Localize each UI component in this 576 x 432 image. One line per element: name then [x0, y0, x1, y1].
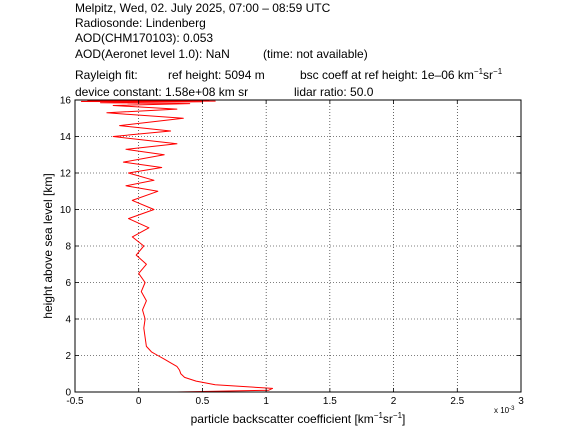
chart-header: Melpitz, Wed, 02. July 2025, 07:00 – 08:… — [75, 1, 503, 99]
y-axis-label: height above sea level [km] — [41, 173, 55, 318]
x-tick-label: 3 — [518, 396, 524, 407]
backscatter-profile-line — [80, 99, 273, 393]
x-tick-label: 0.5 — [195, 396, 209, 407]
x-tick-label: 1.5 — [323, 396, 337, 407]
x-tick-label: 1 — [263, 396, 269, 407]
x-tick-label: 2.5 — [450, 396, 464, 407]
header-radiosonde: Radiosonde: Lindenberg — [75, 16, 206, 30]
y-tick-label: 8 — [65, 242, 71, 253]
y-tick-label: 16 — [60, 96, 72, 107]
header-bsc-coeff: bsc coeff at ref height: 1e–06 km−1sr−1 — [300, 67, 503, 82]
y-tick-label: 10 — [60, 205, 72, 216]
grid-lines — [75, 100, 521, 392]
header-bsc-exp1: −1 — [474, 67, 484, 76]
header-aod-aeronet-note: (time: not available) — [263, 47, 368, 61]
x-tick-label: -0.5 — [66, 396, 84, 407]
x-tick-label: 2 — [391, 396, 397, 407]
header-aod-chm: AOD(CHM170103): 0.053 — [75, 31, 213, 45]
y-tick-label: 6 — [65, 278, 71, 289]
x-axis-multiplier-exp: -3 — [509, 406, 515, 412]
header-aod-aeronet: AOD(Aeronet level 1.0): NaN — [75, 47, 230, 61]
header-ref-height: ref height: 5094 m — [168, 68, 265, 82]
x-axis-label-exp2: −1 — [393, 411, 403, 420]
series-group — [80, 99, 273, 393]
y-tick-label: 4 — [65, 315, 71, 326]
y-tick-label: 0 — [65, 388, 71, 399]
y-tick-label: 14 — [60, 132, 72, 143]
header-bsc-exp2: −1 — [493, 67, 503, 76]
x-tick-label: 0 — [136, 396, 142, 407]
x-axis-label: particle backscatter coefficient [km−1sr… — [191, 411, 406, 426]
x-axis-label-exp1: −1 — [374, 411, 384, 420]
x-axis-multiplier: x 10-3 — [494, 406, 515, 415]
header-bsc-mid: sr — [483, 68, 493, 82]
y-tick-label: 2 — [65, 351, 71, 362]
header-location-date: Melpitz, Wed, 02. July 2025, 07:00 – 08:… — [75, 1, 331, 15]
x-axis-multiplier-base: x 10 — [494, 406, 510, 415]
y-tick-label: 12 — [60, 169, 72, 180]
x-axis-label-suffix: ] — [402, 412, 405, 426]
x-axis-label-mid: sr — [383, 412, 393, 426]
x-axis-label-prefix: particle backscatter coefficient [km — [191, 412, 374, 426]
header-lidar-ratio: lidar ratio: 50.0 — [294, 85, 374, 99]
header-device-constant: device constant: 1.58e+08 km sr — [75, 85, 248, 99]
header-rayleigh-fit: Rayleigh fit: — [75, 68, 138, 82]
header-bsc-prefix: bsc coeff at ref height: 1e–06 km — [300, 68, 474, 82]
